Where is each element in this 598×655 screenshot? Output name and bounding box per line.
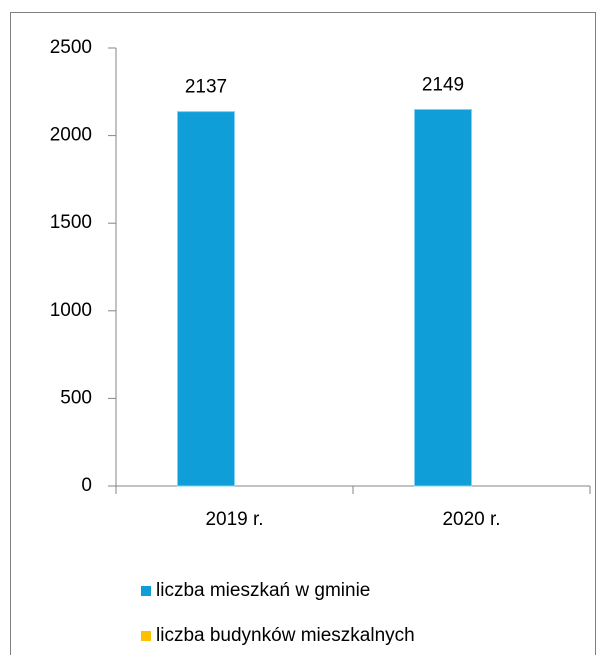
y-tick-label: 1500	[50, 212, 92, 233]
y-tick-label: 1000	[50, 300, 92, 321]
legend-swatch	[141, 631, 151, 641]
data-label: 2149	[422, 75, 464, 96]
y-tick-label: 2000	[50, 125, 92, 146]
y-tick-label: 500	[60, 387, 92, 408]
legend-label: liczba budynków mieszkalnych	[156, 625, 415, 646]
x-tick-label: 2020 r.	[442, 509, 500, 530]
y-tick-label: 0	[81, 475, 92, 496]
legend-swatch	[141, 586, 151, 596]
data-label: 2137	[185, 77, 227, 98]
bar	[414, 108, 472, 487]
chart-border	[10, 12, 596, 655]
x-tick-label: 2019 r.	[205, 509, 263, 530]
legend-label: liczba mieszkań w gminie	[156, 580, 370, 601]
y-tick-label: 2500	[50, 37, 92, 58]
bar	[177, 111, 235, 487]
